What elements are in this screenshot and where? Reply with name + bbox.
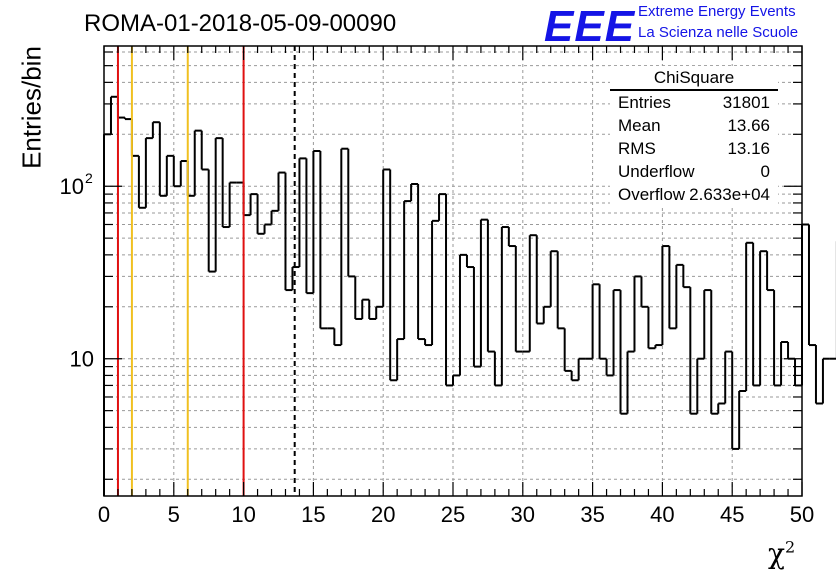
x-axis-label-exponent: 2 — [784, 537, 796, 557]
x-tick-label: 35 — [580, 502, 604, 527]
stats-label: Mean — [618, 116, 661, 135]
x-tick-label: 45 — [720, 502, 744, 527]
stats-value: 13.16 — [727, 139, 770, 158]
stats-title: ChiSquare — [653, 68, 735, 87]
x-tick-label: 30 — [511, 502, 535, 527]
stats-value: 0 — [760, 162, 770, 181]
eee-logo: EEE — [544, 2, 636, 51]
x-axis-label-base: χ — [768, 537, 785, 570]
stats-label: Overflow — [618, 185, 686, 204]
x-tick-label: 20 — [371, 502, 395, 527]
stats-value: 2.633e+04 — [689, 185, 770, 204]
logo-text-line1: Extreme Energy Events — [638, 3, 796, 20]
marker-lines — [116, 46, 296, 496]
x-tick-label: 0 — [98, 502, 110, 527]
logo-text-line2: La Scienza nelle Scuole — [638, 24, 799, 41]
x-tick-label: 10 — [231, 502, 255, 527]
stats-value: 31801 — [722, 93, 770, 112]
x-tick-label: 40 — [650, 502, 674, 527]
y-axis-label: Entries/bin — [16, 46, 47, 169]
x-axis-label: χ2 — [768, 537, 795, 570]
stats-label: RMS — [618, 139, 656, 158]
stats-value: 13.66 — [727, 116, 770, 135]
chart-title: ROMA-01-2018-05-09-00090 — [84, 10, 397, 37]
x-tick-label: 15 — [301, 502, 325, 527]
stats-divider — [610, 89, 778, 91]
y-tick-label: 10 — [70, 347, 94, 372]
x-tick-label: 5 — [168, 502, 180, 527]
axis-ticks — [103, 46, 803, 496]
histogram-bins — [103, 95, 836, 496]
y-tick-label: 10 — [60, 174, 84, 199]
y-tick-label-exponent: 2 — [85, 170, 93, 186]
x-tick-label: 25 — [441, 502, 465, 527]
stats-box: ChiSquare Entries 31801 Mean 13.66 RMS 13.1… — [610, 66, 778, 206]
stats-label: Entries — [618, 93, 671, 112]
x-tick-label: 50 — [790, 502, 814, 527]
stats-label: Underflow — [618, 162, 695, 181]
